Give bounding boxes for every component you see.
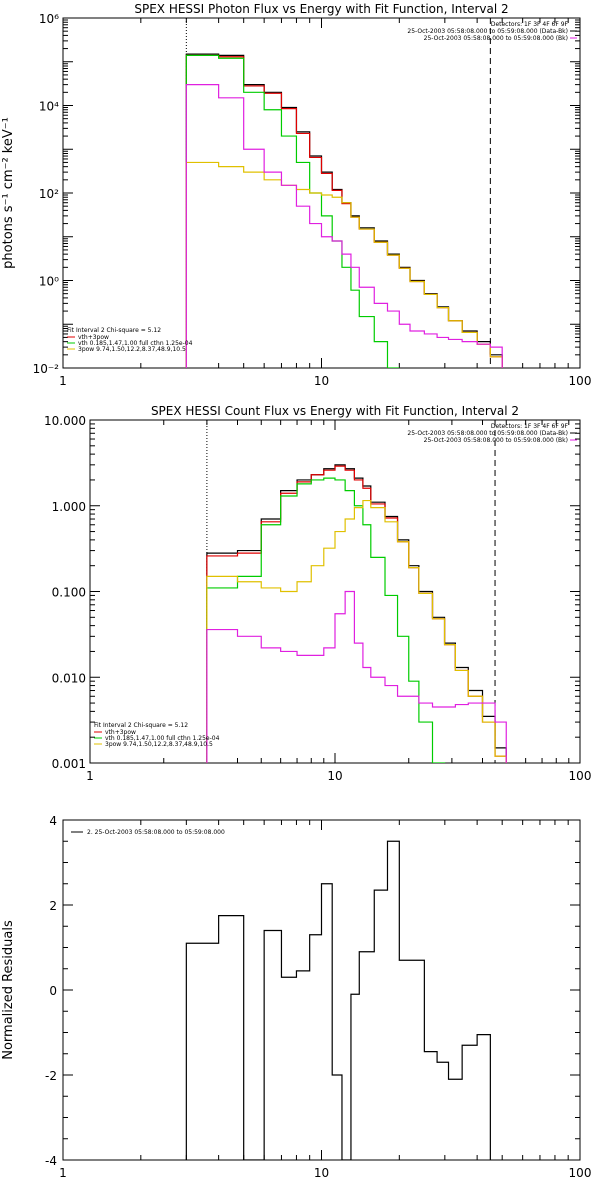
y-axis-label: photons s⁻¹ cm⁻² keV⁻¹ [1, 117, 16, 269]
series-group [185, 840, 491, 1160]
x-tick-label: 1 [59, 374, 67, 388]
x-tick-label: 10 [314, 1166, 329, 1180]
info-text: 25-Oct-2003 05:58:08.000 to 05:59:08.000… [424, 437, 568, 444]
y-tick-label: 4 [49, 814, 57, 828]
series-data [206, 464, 507, 763]
series-vth [185, 54, 400, 368]
fit-text: Fit Interval 2 Chi-square = 5.12 [67, 327, 161, 334]
series-vth+3pow [206, 465, 507, 763]
series-group [206, 464, 507, 763]
x-tick-label: 100 [569, 769, 592, 783]
legend-label: vth+3pow [105, 729, 136, 736]
x-tick-label: 1 [86, 769, 94, 783]
x-tick-label: 100 [569, 374, 592, 388]
series-3pow [206, 499, 507, 763]
info-text: 25-Oct-2003 05:58:08.000 to 05:59:08.000… [424, 35, 568, 42]
series-background [206, 590, 507, 763]
plot-frame [89, 419, 581, 764]
series-group [185, 53, 503, 368]
plot-frame [62, 819, 581, 1161]
info-text: Detectors: 1F 3F 4F 6F 9F [491, 21, 569, 28]
info-text: Detectors: 1F 3F 4F 6F 9F [491, 423, 569, 430]
series-residuals [185, 840, 491, 1160]
y-tick-label: 0 [49, 984, 57, 998]
y-tick-label: -2 [45, 1069, 57, 1083]
y-axis-label: Normalized Residuals [1, 920, 16, 1060]
legend-label: vth 0.185,1.47,1.00 full cthn 1.25e-04 [78, 340, 193, 347]
y-tick-label: 1.000 [52, 500, 86, 514]
y-tick-label: 0.001 [52, 757, 86, 771]
series-3pow [185, 161, 503, 368]
legend-label: vth+3pow [78, 334, 109, 341]
chart-panel-3: 1 10 100 -4 -2 0 2 4 Normalized Residuals 2. 25-O… [1, 814, 591, 1180]
y-tick-label: 10⁴ [39, 100, 59, 114]
legend-label: 2. 25-Oct-2003 05:58:08.000 to 05:59:08.… [87, 829, 225, 836]
series-vth [206, 477, 456, 763]
chart-panel-2: SPEX HESSI Count Flux vs Energy with Fit… [44, 404, 592, 783]
y-tick-label: 10⁶ [39, 12, 59, 26]
chart-panel-1: SPEX HESSI Photon Flux vs Energy with Fi… [1, 2, 591, 388]
info-text: 25-Oct-2003 05:58:08.000 to 05:59:08.000… [407, 28, 568, 35]
y-tick-label: 0.100 [52, 586, 86, 600]
info-text: 25-Oct-2003 05:58:08.000 to 05:59:08.000… [407, 430, 568, 437]
y-tick-label: -4 [45, 1154, 57, 1168]
x-tick-label: 10 [314, 374, 329, 388]
y-tick-label: 10⁰ [39, 275, 59, 289]
x-tick-label: 1 [59, 1166, 67, 1180]
y-tick-label: 10.000 [44, 414, 86, 428]
series-background [185, 84, 503, 368]
fit-text: Fit Interval 2 Chi-square = 5.12 [94, 722, 188, 729]
legend-label: vth 0.185,1.47,1.00 full cthn 1.25e-04 [105, 735, 220, 742]
x-tick-label: 10 [327, 769, 342, 783]
legend-label: 3pow 9.74,1.50,12.2,8.37,48.9,10.5 [105, 741, 213, 748]
chart-title: SPEX HESSI Photon Flux vs Energy with Fi… [134, 2, 508, 16]
legend-label: 3pow 9.74,1.50,12.2,8.37,48.9,10.5 [78, 346, 186, 353]
x-tick-label: 100 [569, 1166, 592, 1180]
y-tick-label: 10² [39, 187, 59, 201]
y-tick-label: 0.010 [52, 671, 86, 685]
y-tick-label: 10⁻² [33, 362, 60, 376]
y-tick-label: 2 [49, 899, 57, 913]
chart-title: SPEX HESSI Count Flux vs Energy with Fit… [151, 404, 519, 418]
